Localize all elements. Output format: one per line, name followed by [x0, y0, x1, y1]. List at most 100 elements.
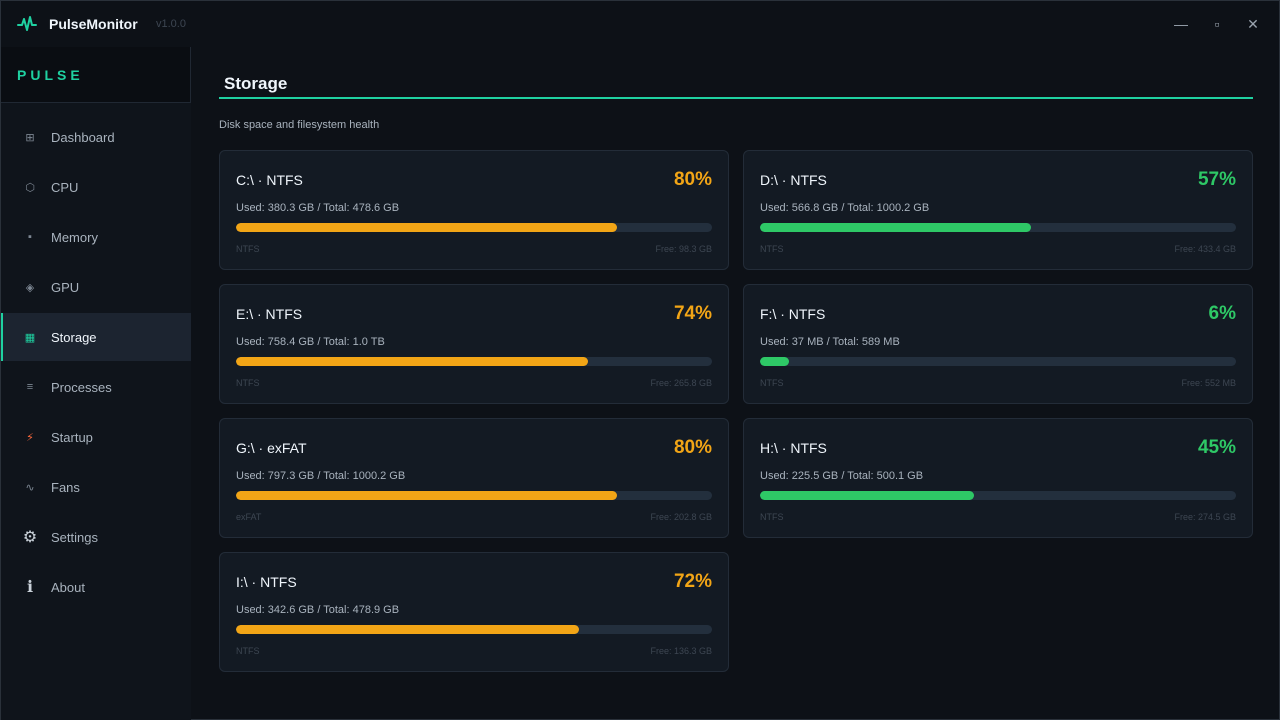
free-space: Free: 265.8 GB: [650, 378, 712, 388]
sidebar-item-dashboard[interactable]: ⊞ Dashboard: [1, 113, 191, 161]
sidebar: PULSE ⊞ Dashboard ⬡ CPU ▪ Memory ◈ GPU ▦ Storage ≡…: [1, 47, 191, 720]
sidebar-item-label: Settings: [51, 529, 98, 545]
filesystem-label: NTFS: [760, 378, 784, 388]
sidebar-item-label: Storage: [51, 329, 97, 345]
drive-card: E:\ · NTFS 74% Used: 758.4 GB / Total: 1…: [219, 284, 729, 404]
usage-percent: 74%: [673, 303, 712, 324]
drive-title: G:\ · exFAT: [236, 440, 307, 456]
storage-icon: ▦: [24, 331, 36, 344]
usage-bar-fill: [236, 491, 617, 500]
fan-icon: ∿: [25, 481, 35, 494]
diamond-icon: ◈: [25, 281, 35, 294]
drive-card: F:\ · NTFS 6% Used: 37 MB / Total: 589 M…: [743, 284, 1253, 404]
drive-title: E:\ · NTFS: [236, 306, 303, 322]
drive-title: C:\ · NTFS: [236, 172, 303, 188]
filesystem-label: NTFS: [760, 244, 784, 254]
title-divider: [219, 97, 1253, 99]
filesystem-label: NTFS: [236, 244, 260, 254]
filesystem-label: exFAT: [236, 512, 262, 522]
usage-bar: [236, 625, 712, 634]
sidebar-item-label: Startup: [51, 429, 93, 445]
usage-bar: [236, 223, 712, 232]
app-version: v1.0.0: [156, 18, 186, 30]
gear-icon: ⚙: [22, 529, 38, 546]
free-space: Free: 98.3 GB: [655, 244, 712, 254]
sidebar-item-settings[interactable]: ⚙ Settings: [1, 513, 191, 561]
memory-icon: ▪: [28, 231, 32, 243]
usage-detail: Used: 380.3 GB / Total: 478.6 GB: [236, 202, 400, 214]
app-name: PulseMonitor: [49, 16, 138, 32]
sidebar-item-storage[interactable]: ▦ Storage: [1, 313, 191, 361]
sidebar-item-cpu[interactable]: ⬡ CPU: [1, 163, 191, 211]
usage-bar-fill: [236, 357, 589, 366]
usage-bar: [236, 491, 712, 500]
usage-percent: 72%: [673, 571, 712, 592]
usage-percent: 80%: [673, 169, 712, 190]
brand-header: PULSE: [1, 47, 191, 103]
drive-title: I:\ · NTFS: [236, 574, 297, 590]
title-bar: PulseMonitor v1.0.0 — ▫ ✕: [1, 1, 1279, 47]
sidebar-item-label: Memory: [51, 229, 98, 245]
sidebar-item-memory[interactable]: ▪ Memory: [1, 213, 191, 261]
drive-card: C:\ · NTFS 80% Used: 380.3 GB / Total: 4…: [219, 150, 729, 270]
filesystem-label: NTFS: [236, 378, 260, 388]
drive-card: G:\ · exFAT 80% Used: 797.3 GB / Total: …: [219, 418, 729, 538]
maximize-button[interactable]: ▫: [1204, 11, 1230, 37]
filesystem-label: NTFS: [760, 512, 784, 522]
lightning-icon: ⚡: [26, 431, 34, 444]
drive-title: H:\ · NTFS: [760, 440, 827, 456]
usage-detail: Used: 758.4 GB / Total: 1.0 TB: [236, 336, 385, 348]
sidebar-item-label: About: [51, 579, 85, 595]
hexagon-icon: ⬡: [25, 181, 35, 194]
usage-bar-fill: [236, 625, 579, 634]
usage-detail: Used: 37 MB / Total: 589 MB: [760, 336, 900, 348]
free-space: Free: 136.3 GB: [650, 646, 712, 656]
sidebar-item-label: CPU: [51, 179, 79, 195]
usage-percent: 45%: [1197, 437, 1236, 458]
minimize-icon: —: [1174, 16, 1188, 32]
drive-card: D:\ · NTFS 57% Used: 566.8 GB / Total: 1…: [743, 150, 1253, 270]
drive-title: F:\ · NTFS: [760, 306, 826, 322]
usage-bar-fill: [760, 223, 1032, 232]
sidebar-item-about[interactable]: ℹ About: [1, 563, 191, 611]
drive-title: D:\ · NTFS: [760, 172, 827, 188]
usage-detail: Used: 342.6 GB / Total: 478.9 GB: [236, 604, 400, 616]
usage-bar: [236, 357, 712, 366]
maximize-icon: ▫: [1214, 16, 1220, 32]
sidebar-item-gpu[interactable]: ◈ GPU: [1, 263, 191, 311]
usage-percent: 80%: [673, 437, 712, 458]
usage-detail: Used: 797.3 GB / Total: 1000.2 GB: [236, 470, 406, 482]
close-icon: ✕: [1247, 15, 1259, 32]
usage-percent: 6%: [1208, 303, 1236, 324]
page-title: Storage: [224, 74, 288, 93]
free-space: Free: 202.8 GB: [650, 512, 712, 522]
drive-card: I:\ · NTFS 72% Used: 342.6 GB / Total: 4…: [219, 552, 729, 672]
usage-bar-fill: [236, 223, 617, 232]
pulse-logo-icon: [17, 16, 37, 31]
usage-bar: [760, 357, 1236, 366]
sidebar-item-processes[interactable]: ≡ Processes: [1, 363, 191, 411]
page-subtitle: Disk space and filesystem health: [219, 119, 380, 131]
free-space: Free: 433.4 GB: [1174, 244, 1236, 254]
filesystem-label: NTFS: [236, 646, 260, 656]
sidebar-item-label: GPU: [51, 279, 80, 295]
grid-icon: ⊞: [25, 131, 35, 144]
usage-bar-fill: [760, 491, 975, 500]
usage-detail: Used: 225.5 GB / Total: 500.1 GB: [760, 470, 924, 482]
close-button[interactable]: ✕: [1240, 11, 1266, 37]
usage-bar: [760, 223, 1236, 232]
sidebar-item-startup[interactable]: ⚡ Startup: [1, 413, 191, 461]
usage-bar: [760, 491, 1236, 500]
sidebar-item-label: Dashboard: [51, 129, 115, 145]
sidebar-item-label: Fans: [51, 479, 80, 495]
sidebar-item-label: Processes: [51, 379, 112, 395]
sidebar-item-fans[interactable]: ∿ Fans: [1, 463, 191, 511]
info-icon: ℹ: [26, 579, 34, 596]
brand-label: PULSE: [17, 67, 84, 83]
free-space: Free: 274.5 GB: [1174, 512, 1236, 522]
drive-card: H:\ · NTFS 45% Used: 225.5 GB / Total: 5…: [743, 418, 1253, 538]
list-icon: ≡: [26, 381, 34, 393]
usage-detail: Used: 566.8 GB / Total: 1000.2 GB: [760, 202, 930, 214]
minimize-button[interactable]: —: [1168, 11, 1194, 37]
